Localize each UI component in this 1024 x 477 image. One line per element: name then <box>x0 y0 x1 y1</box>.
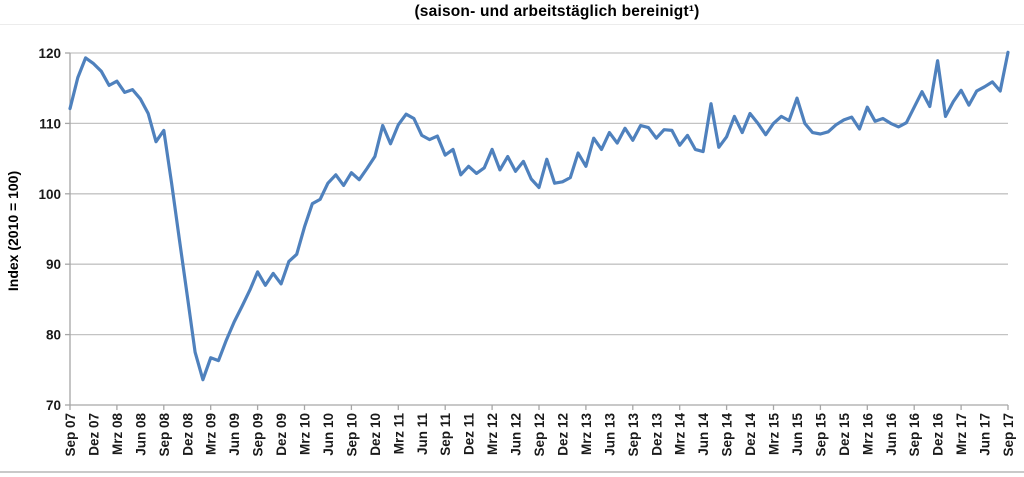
x-tick-label: Mrz 09 <box>204 413 219 455</box>
x-tick-label: Dez 08 <box>180 413 195 456</box>
x-tick-label: Mrz 11 <box>391 413 406 455</box>
y-tick-label: 100 <box>38 187 61 202</box>
x-tick-label: Jun 14 <box>696 413 711 456</box>
y-tick-label: 110 <box>39 116 61 131</box>
x-tick-label: Dez 16 <box>931 413 946 456</box>
x-tick-label: Sep 08 <box>157 413 172 457</box>
y-tick-label: 120 <box>38 46 61 61</box>
x-tick-label: Mrz 12 <box>485 413 500 455</box>
x-tick-label: Dez 13 <box>649 413 664 456</box>
x-tick-label: Mrz 17 <box>954 413 969 455</box>
x-tick-label: Jun 10 <box>321 413 336 456</box>
y-tick-label: 80 <box>46 328 61 343</box>
x-tick-label: Mrz 14 <box>673 413 688 456</box>
gridlines <box>70 52 1008 336</box>
x-tick-label: Jun 11 <box>415 413 430 456</box>
x-tick-label: Sep 12 <box>532 413 547 457</box>
x-tick-label: Jun 08 <box>133 413 148 456</box>
x-tick-label: Dez 11 <box>462 413 477 456</box>
x-tick-label: Sep 11 <box>438 413 453 456</box>
x-tick-label: Sep 16 <box>907 413 922 457</box>
x-tick-label: Sep 14 <box>720 413 735 457</box>
x-axis-tick-labels: Sep 07 Dez 07 Mrz 08 Jun 08 Sep 08 Dez 08 Mrz … <box>63 413 1016 457</box>
bottom-divider-line <box>0 471 1024 473</box>
x-tick-label: Sep 15 <box>813 413 828 457</box>
x-tick-label: Mrz 15 <box>767 413 782 456</box>
x-tick-label: Sep 17 <box>1001 413 1016 457</box>
x-tick-label: Jun 16 <box>884 413 899 456</box>
x-tick-label: Mrz 13 <box>579 413 594 456</box>
x-tick-label: Dez 12 <box>556 413 571 456</box>
x-tick-label: Jun 15 <box>790 413 805 456</box>
y-tick-label: 90 <box>46 257 61 272</box>
x-tick-label: Mrz 08 <box>110 413 125 456</box>
index-series-line <box>68 50 1010 382</box>
x-tick-label: Sep 13 <box>626 413 641 457</box>
x-tick-label: Dez 10 <box>368 413 383 456</box>
x-tick-label: Jun 17 <box>978 413 993 456</box>
x-tick-label: Jun 09 <box>227 413 242 456</box>
x-tick-label: Jun 13 <box>602 413 617 456</box>
x-tick-label: Sep 10 <box>344 413 359 457</box>
x-tick-label: Sep 07 <box>63 413 78 457</box>
chart-title: (saison- und arbeitstäglich bereinigt¹) <box>414 3 700 20</box>
y-axis-tick-labels: 70 80 90 100 110 120 <box>38 46 61 413</box>
x-tick-label: Jun 12 <box>509 413 524 456</box>
x-tick-label: Dez 07 <box>87 413 102 456</box>
y-tick-label: 70 <box>46 398 61 413</box>
x-tick-label: Mrz 16 <box>860 413 875 456</box>
axes <box>65 52 1009 410</box>
x-tick-label: Mrz 10 <box>298 413 313 455</box>
top-divider-line <box>0 24 1024 25</box>
x-tick-label: Dez 15 <box>837 413 852 456</box>
x-tick-label: Dez 09 <box>274 413 289 456</box>
x-tick-label: Dez 14 <box>743 413 758 456</box>
x-tick-label: Sep 09 <box>251 413 266 457</box>
